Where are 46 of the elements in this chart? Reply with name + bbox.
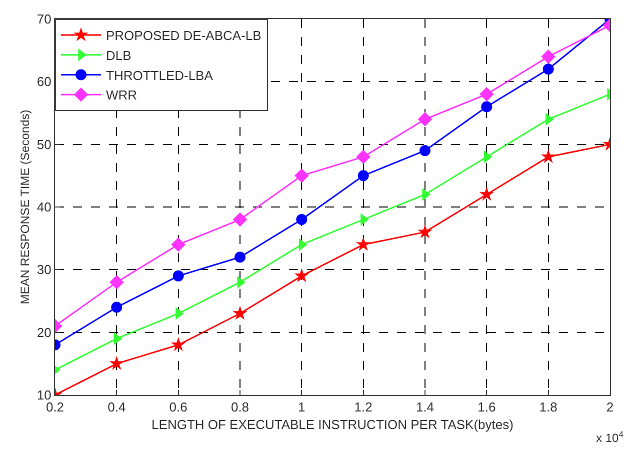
y-tick-label: 30 <box>36 262 52 278</box>
x-tick-label: 0.4 <box>108 400 126 415</box>
y-axis-title: MEAN RESPONSE TIME (Seconds) <box>18 110 32 304</box>
y-tick-label: 40 <box>36 200 52 215</box>
point <box>294 168 309 183</box>
x-tick-label: 2 <box>606 400 614 415</box>
point <box>294 268 309 282</box>
x-tick-label: 1.4 <box>416 400 434 415</box>
y-tick-label: 20 <box>36 324 52 340</box>
x-tick-label: 1 <box>298 400 306 415</box>
y-tick-label: 50 <box>36 136 52 152</box>
legend-label: PROPOSED DE-ABCA-LB <box>106 28 262 44</box>
point <box>109 356 124 370</box>
point <box>172 270 184 282</box>
x-tick-label: 1.6 <box>478 400 496 415</box>
point <box>111 302 122 313</box>
x-tick-label: 1.8 <box>539 400 558 415</box>
point <box>481 101 492 112</box>
text: x 10$^{4}$ <box>596 429 624 446</box>
y-tick-label: 60 <box>36 74 52 90</box>
point <box>418 112 432 126</box>
x-tick-label: 0.8 <box>230 400 250 415</box>
point <box>420 145 430 156</box>
point <box>171 237 186 252</box>
point <box>232 306 248 320</box>
legend-label: WRR <box>106 88 138 103</box>
point <box>542 64 554 75</box>
point <box>480 87 494 102</box>
x-axis-title: LENGTH OF EXECUTABLE INSTRUCTION PER TASK(bytes) <box>152 417 514 432</box>
point <box>356 236 371 251</box>
point <box>479 186 494 201</box>
x-tick-label: 1.2 <box>354 400 372 415</box>
x-tick-label: 0.6 <box>169 400 188 415</box>
y-tick-label: 70 <box>36 12 52 27</box>
point <box>171 337 186 352</box>
point <box>296 214 308 226</box>
point <box>358 170 369 182</box>
legend-label: THROTTLED-LBA <box>106 68 214 83</box>
point <box>110 275 124 290</box>
point <box>356 150 370 164</box>
legend-label: DLB <box>106 48 132 63</box>
point <box>232 212 248 227</box>
point <box>234 252 246 263</box>
point <box>541 149 556 164</box>
point <box>541 49 556 64</box>
point <box>418 224 432 238</box>
